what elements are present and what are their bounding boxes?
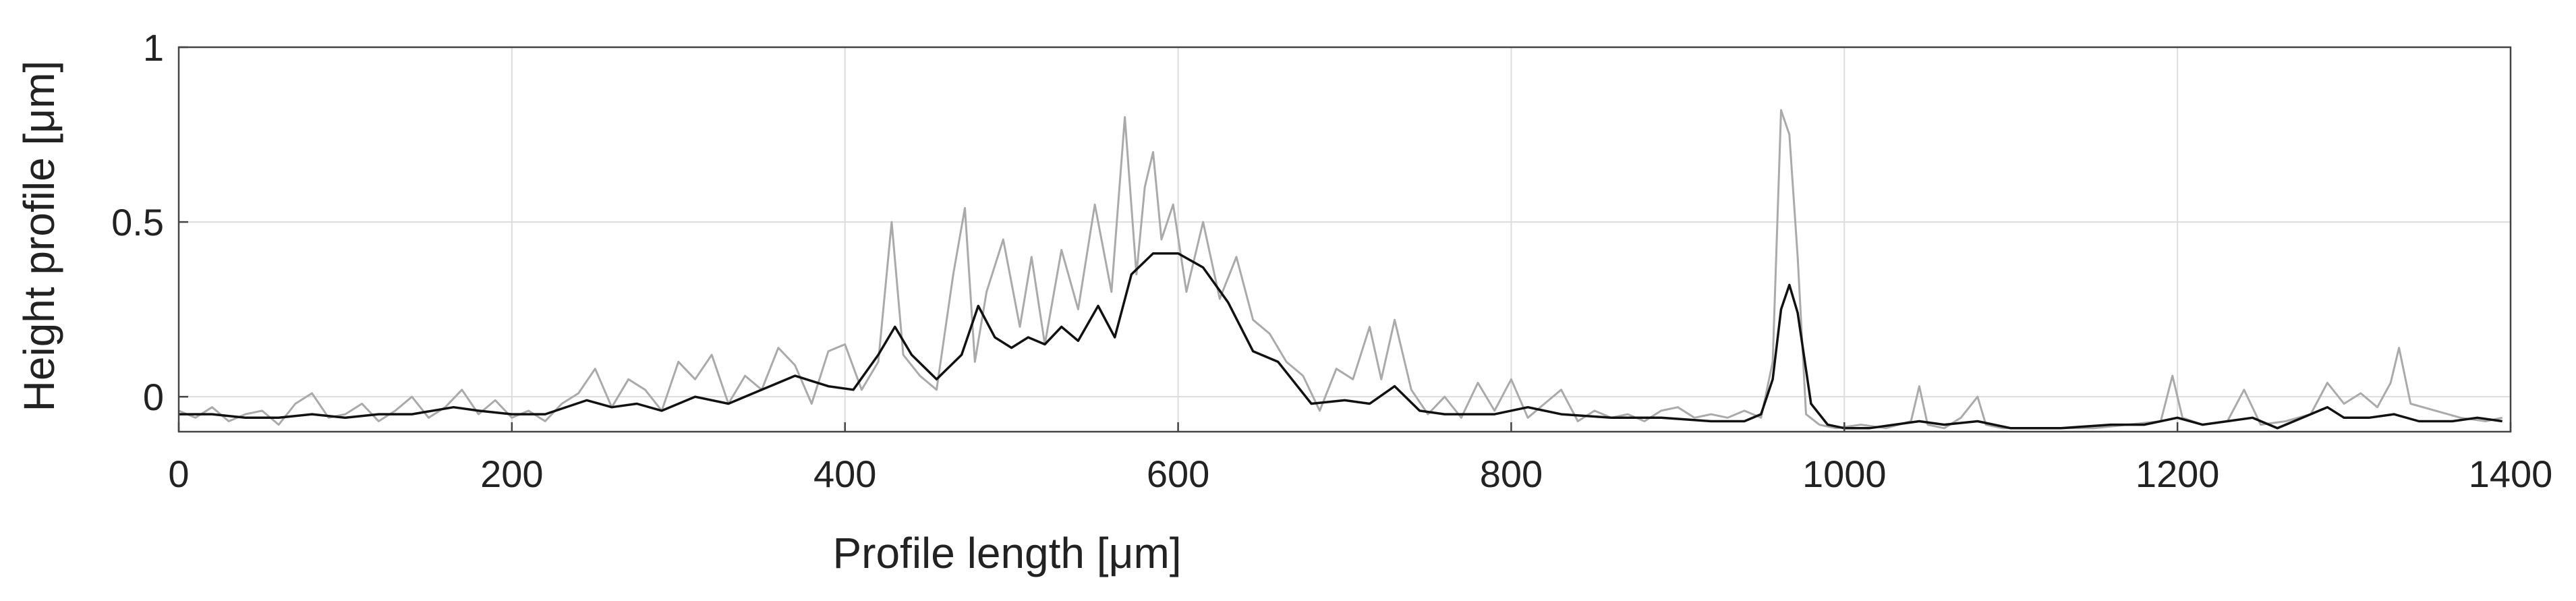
x-tick-label-1: 200 — [480, 453, 543, 495]
raw-profile-line — [178, 109, 2503, 430]
tick-labels: 0 200 400 600 800 1000 1200 1400 0 0.5 1 — [111, 26, 2552, 495]
series-layer — [178, 109, 2503, 430]
x-axis-title: Profile length [μm] — [832, 529, 1181, 577]
x-tick-label-2: 400 — [813, 453, 876, 495]
y-axis-title: Height profile [μm] — [15, 61, 63, 412]
x-tick-label-4: 800 — [1480, 453, 1543, 495]
axes — [177, 46, 2512, 433]
x-tick-label-5: 1000 — [1802, 453, 1887, 495]
y-tick-label-2: 1 — [143, 26, 164, 69]
plot-frame — [177, 46, 2512, 433]
grid — [179, 47, 2511, 432]
smoothed-profile-line — [179, 252, 2502, 430]
y-tick-label-0: 0 — [143, 376, 164, 418]
x-tick-label-7: 1400 — [2469, 453, 2553, 495]
x-tick-label-6: 1200 — [2136, 453, 2220, 495]
x-tick-label-3: 600 — [1147, 453, 1209, 495]
y-tick-label-1: 0.5 — [111, 201, 164, 244]
x-tick-label-0: 0 — [168, 453, 189, 495]
